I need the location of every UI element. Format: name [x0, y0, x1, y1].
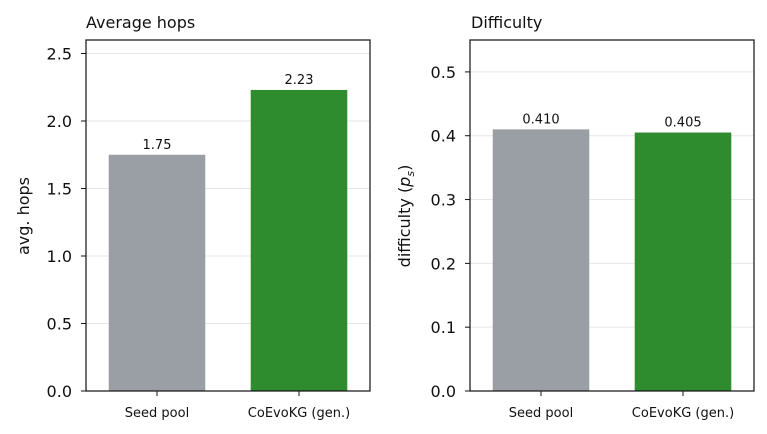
- data-label: 2.23: [285, 73, 314, 88]
- data-label: 1.75: [143, 138, 172, 153]
- y-tick-label: 0.3: [431, 191, 456, 210]
- bar: [250, 89, 348, 391]
- y-tick-label: 0.0: [47, 382, 72, 401]
- panel-average-hops: Average hops avg. hops 1.75 Seed pool 2.23…: [14, 13, 371, 421]
- y-axis-label: avg. hops: [14, 177, 33, 255]
- y-tick-label: 1.5: [47, 180, 72, 199]
- y-tick-label: 0.4: [431, 127, 456, 146]
- y-tick-label: 0.1: [431, 318, 456, 337]
- y-axis-label-main: difficulty (: [395, 187, 414, 268]
- chart-title: Average hops: [86, 13, 195, 32]
- x-tick-label: Seed pool: [509, 406, 573, 421]
- y-tick-label: 2.5: [47, 45, 72, 64]
- bar: [634, 132, 732, 391]
- y-tick-label: 0.5: [431, 63, 456, 82]
- x-tick-label: Seed pool: [125, 406, 189, 421]
- y-tick-label: 0.5: [47, 315, 72, 334]
- data-label: 0.405: [664, 116, 701, 131]
- x-tick-label: CoEvoKG (gen.): [632, 406, 734, 421]
- x-tick-label: CoEvoKG (gen.): [248, 406, 350, 421]
- bar: [108, 154, 206, 391]
- y-axis-label: difficulty (ps): [395, 165, 417, 268]
- data-label: 0.410: [522, 112, 559, 127]
- chart-title: Difficulty: [471, 13, 542, 32]
- y-axis-label-p: p: [395, 177, 414, 188]
- y-tick-label: 2.0: [47, 112, 72, 131]
- y-tick-label: 1.0: [47, 247, 72, 266]
- bar: [492, 129, 590, 391]
- plot-frame: [469, 39, 755, 392]
- plot-frame: [85, 39, 371, 392]
- y-tick-label: 0.0: [431, 382, 456, 401]
- y-axis-label-subscript: s: [404, 171, 417, 177]
- panel-difficulty: Difficulty difficulty (ps) 0.410 Seed poo…: [395, 13, 755, 421]
- y-tick-label: 0.2: [431, 254, 456, 273]
- y-axis-label-close: ): [395, 165, 414, 171]
